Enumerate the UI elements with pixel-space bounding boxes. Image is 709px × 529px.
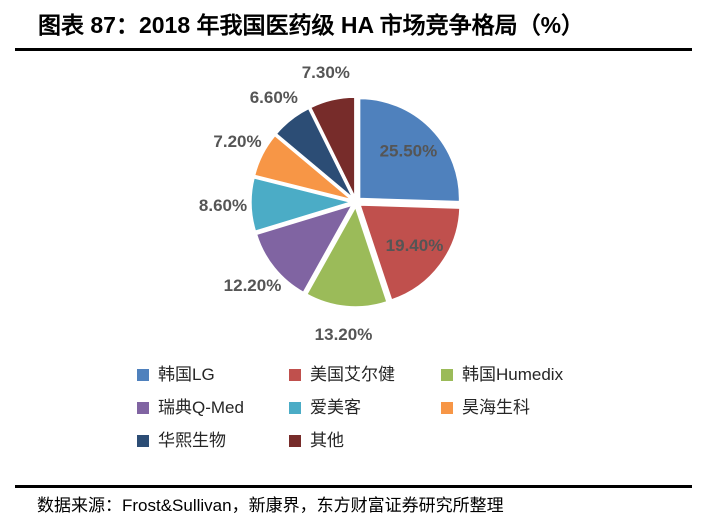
- legend-item: 美国艾尔健: [289, 366, 395, 384]
- pie-data-label: 19.40%: [386, 236, 444, 255]
- legend-item: 华熙生物: [137, 432, 226, 450]
- pie-data-label: 7.20%: [213, 132, 261, 151]
- pie-slice-4: [255, 203, 354, 294]
- source-note: 数据来源：Frost&Sullivan，新康界，东方财富证券研究所整理: [37, 496, 504, 515]
- legend-label: 韩国LG: [158, 365, 215, 384]
- legend-swatch-icon: [137, 369, 149, 381]
- pie-slice-5: [250, 176, 354, 233]
- legend-item: 爱美客: [289, 399, 361, 417]
- legend-label: 华熙生物: [158, 431, 226, 450]
- title-divider: [15, 48, 692, 51]
- pie-slice-6: [253, 134, 353, 201]
- legend-label: 美国艾尔健: [310, 365, 395, 384]
- pie-data-label: 12.20%: [224, 276, 282, 295]
- legend-swatch-icon: [137, 402, 149, 414]
- pie-data-label: 7.30%: [302, 63, 350, 82]
- legend-item: 其他: [289, 432, 344, 450]
- pie-slice-1: [358, 97, 461, 203]
- legend-item: 瑞典Q-Med: [137, 399, 244, 417]
- pie-slice-8: [309, 96, 356, 198]
- pie-chart: 25.50% 19.40% 13.20% 12.20% 8.60% 7.20% 6.60%7…: [199, 63, 461, 344]
- legend-label: 韩国Humedix: [462, 365, 564, 384]
- legend-swatch-icon: [441, 402, 453, 414]
- pie-slice-3: [305, 205, 388, 308]
- legend-item: 韩国Humedix: [441, 366, 563, 384]
- legend-label: 昊海生科: [462, 398, 530, 417]
- figure-title: 图表 87：2018 年我国医药级 HA 市场竞争格局（%）: [38, 12, 585, 38]
- footer-divider: [15, 485, 692, 488]
- legend-label: 瑞典Q-Med: [158, 398, 244, 417]
- legend-swatch-icon: [289, 435, 301, 447]
- legend-label: 爱美客: [310, 398, 361, 417]
- pie-data-label: 8.60%: [199, 196, 247, 215]
- pie-data-label: 13.20%: [315, 325, 373, 344]
- pie-slice-2: [358, 204, 461, 301]
- legend-swatch-icon: [137, 435, 149, 447]
- legend-item: 韩国LG: [137, 366, 215, 384]
- legend-swatch-icon: [289, 402, 301, 414]
- pie-data-label: 25.50%: [380, 142, 438, 161]
- legend-item: 昊海生科: [441, 399, 530, 417]
- legend-swatch-icon: [441, 369, 453, 381]
- pie-slice-7: [275, 107, 354, 199]
- legend-label: 其他: [310, 431, 344, 450]
- legend-swatch-icon: [289, 369, 301, 381]
- pie-data-label: 6.60%: [250, 88, 298, 107]
